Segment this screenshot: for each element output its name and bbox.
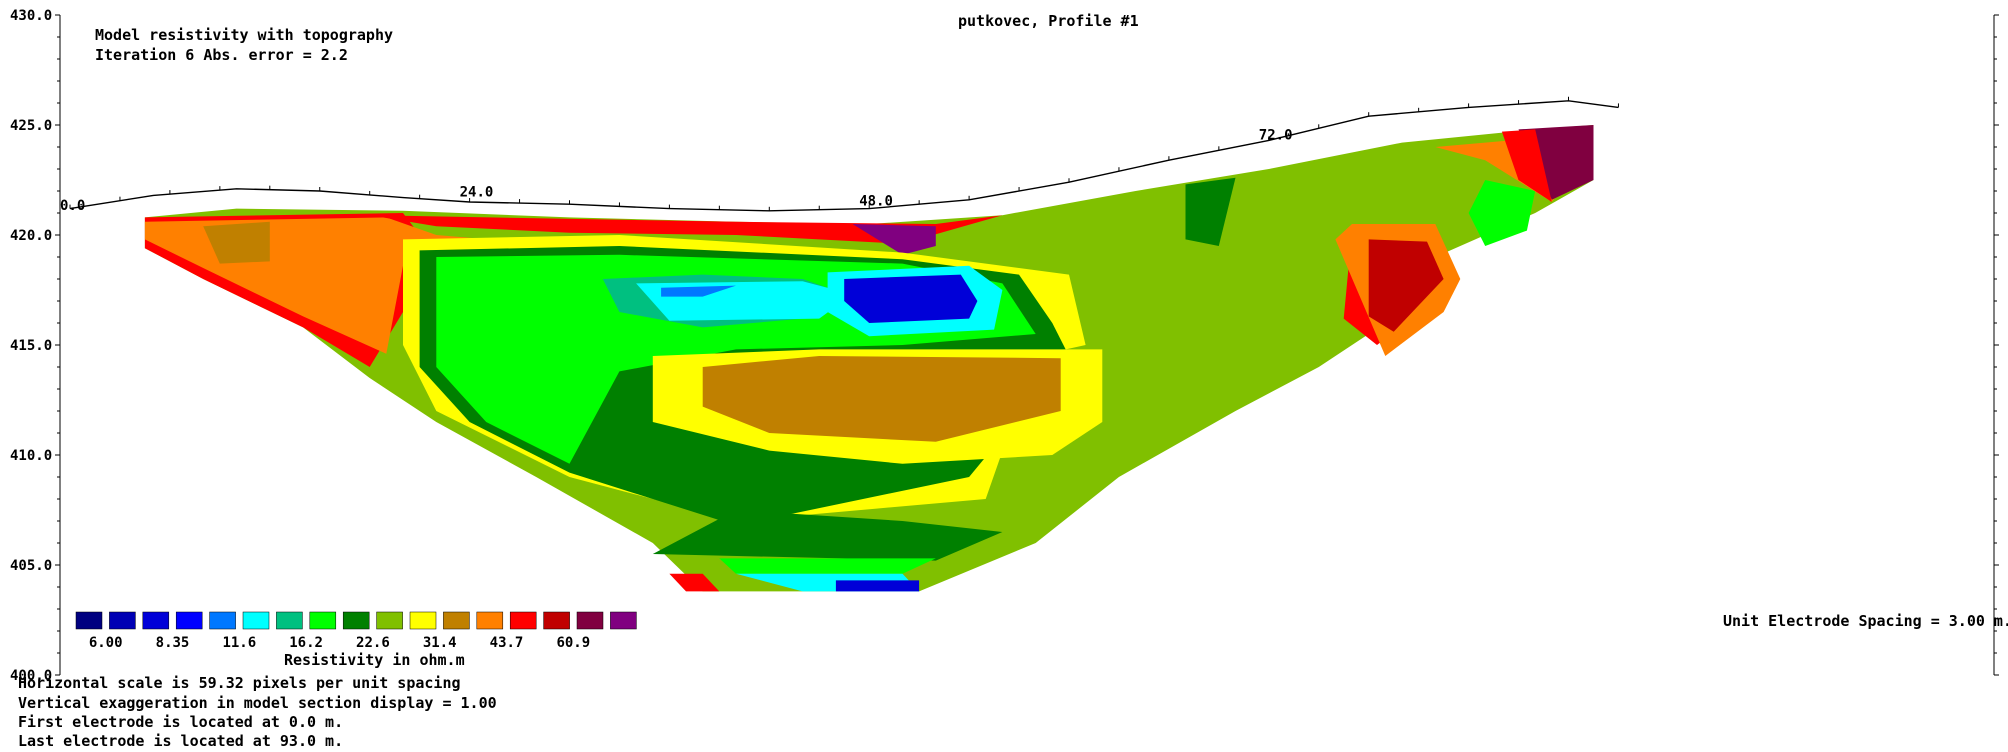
y-tick-label: 405.0 xyxy=(10,558,52,574)
legend-swatch xyxy=(610,611,637,630)
x-tick-label: 48.0 xyxy=(859,193,893,209)
zone-blue-low xyxy=(844,274,978,323)
legend-swatch xyxy=(443,611,470,630)
model-section xyxy=(144,125,1594,592)
zone-brown-left xyxy=(203,221,270,264)
topography-curve xyxy=(69,100,1619,212)
legend-label: 22.6 xyxy=(356,635,390,651)
zone-darkred-right xyxy=(1368,239,1444,332)
legend-swatch xyxy=(109,611,136,630)
legend-swatch xyxy=(342,611,370,630)
legend-swatch xyxy=(175,611,203,630)
zone-brown-body xyxy=(702,356,1061,442)
legend-label: 8.35 xyxy=(156,635,190,651)
legend-swatch xyxy=(142,611,170,630)
legend-label: 11.6 xyxy=(222,635,256,651)
legend-swatch xyxy=(242,611,270,630)
zone-cyan xyxy=(636,281,853,321)
legend-swatch xyxy=(476,611,504,630)
legend-swatch xyxy=(576,611,604,630)
legend-swatch xyxy=(276,611,303,630)
legend-swatch xyxy=(543,611,570,630)
footer-line-4: Last electrode is located at 93.0 m. xyxy=(18,732,344,750)
legend-label: 31.4 xyxy=(423,635,457,651)
zone-red-bottom xyxy=(669,573,720,592)
x-tick-label: 24.0 xyxy=(460,185,494,201)
y-tick-label: 400.0 xyxy=(10,668,52,684)
legend-title: Resistivity in ohm.m xyxy=(284,651,465,669)
zone-green-right xyxy=(1468,180,1536,246)
legend-label: 60.9 xyxy=(556,635,590,651)
legend-swatch xyxy=(75,611,103,630)
y-tick-label: 410.0 xyxy=(10,448,52,464)
legend-swatch xyxy=(309,611,337,630)
legend-swatch xyxy=(409,611,437,630)
zone-red-right-cap xyxy=(1501,129,1552,202)
footer-line-2: Vertical exaggeration in model section d… xyxy=(18,694,497,712)
legend-label: 6.00 xyxy=(89,635,123,651)
legend-swatch xyxy=(376,611,403,630)
y-tick-label: 415.0 xyxy=(10,338,52,354)
zone-green-bottom xyxy=(719,558,936,574)
legend-swatch xyxy=(209,611,236,630)
zone-purple-top xyxy=(852,224,936,255)
subtitle-line-1: Model resistivity with topography xyxy=(95,26,394,44)
footer-line-3: First electrode is located at 0.0 m. xyxy=(18,713,344,731)
y-tick-label: 425.0 xyxy=(10,118,52,134)
subtitle-line-2: Iteration 6 Abs. error = 2.2 xyxy=(95,46,348,64)
zone-blue-bottom xyxy=(835,580,920,592)
x-tick-label: 0.0 xyxy=(60,198,85,214)
color-legend: 6.00 8.35 11.6 16.2 22.6 31.4 43.7 60.9 xyxy=(75,611,637,651)
y-tick-label: 430.0 xyxy=(10,8,52,24)
zone-red-top xyxy=(369,215,1003,244)
x-tick-label: 72.0 xyxy=(1259,127,1293,143)
y-tick-label: 420.0 xyxy=(10,228,52,244)
unit-electrode-spacing: Unit Electrode Spacing = 3.00 m. xyxy=(1723,612,2008,630)
chart-title: putkovec, Profile #1 xyxy=(958,12,1139,30)
topography-line: 0.0 24.0 48.0 72.0 xyxy=(60,96,1619,214)
zone-darkgreen-bottom xyxy=(652,510,1003,561)
legend-label: 16.2 xyxy=(289,635,323,651)
footer-line-1: Horizontal scale is 59.32 pixels per uni… xyxy=(18,674,461,692)
zone-darkgreen-right xyxy=(1185,177,1236,246)
zone-lightblue xyxy=(661,285,736,297)
legend-swatch xyxy=(509,611,537,630)
legend-label: 43.7 xyxy=(490,635,524,651)
axes: 430.0 425.0 420.0 415.0 410.0 405.0 400.0 xyxy=(10,8,1999,684)
